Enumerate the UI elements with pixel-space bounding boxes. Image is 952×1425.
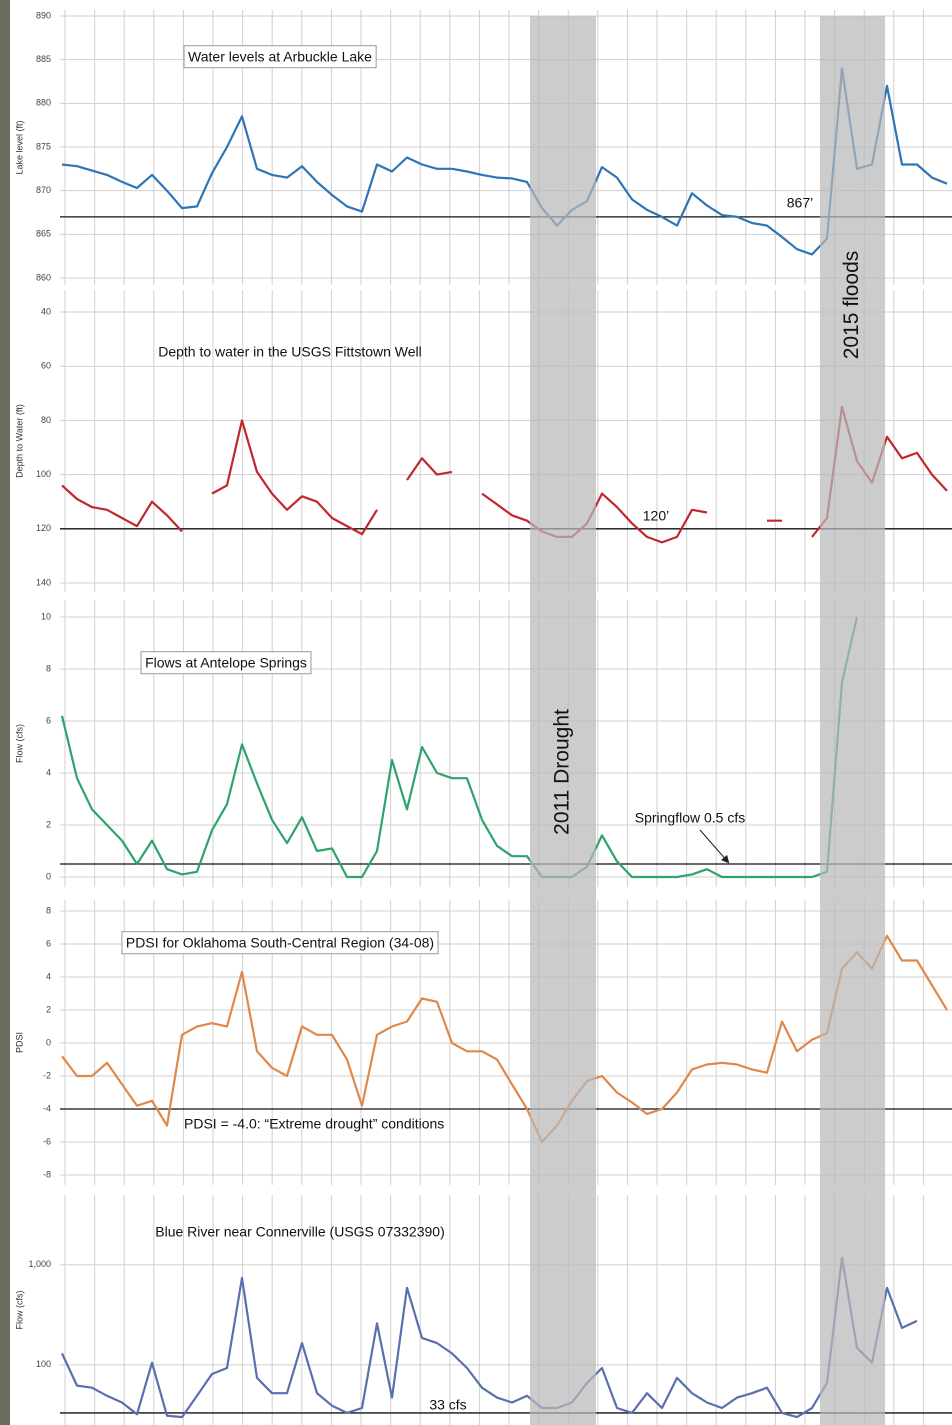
reference-label: PDSI = -4.0: “Extreme drought” condition… xyxy=(184,1116,444,1132)
panel-title: Flows at Antelope Springs xyxy=(145,655,307,671)
reference-label: Springflow 0.5 cfs xyxy=(635,810,746,826)
band-label: 2015 floods xyxy=(840,251,863,360)
y-tick-label: 0 xyxy=(46,871,51,881)
y-tick-label: 870 xyxy=(36,185,51,195)
y-tick-label: 120 xyxy=(36,523,51,533)
y-tick-label: 40 xyxy=(41,306,51,316)
y-tick-label: 860 xyxy=(36,272,51,282)
series-line xyxy=(61,67,948,256)
y-tick-label: 1,000 xyxy=(28,1259,51,1269)
arrow xyxy=(699,829,730,864)
side-strip xyxy=(0,0,10,1425)
title-box xyxy=(183,45,377,69)
y-tick-label: 890 xyxy=(36,10,51,20)
reference-label: 867’ xyxy=(787,195,813,211)
panel-title: Depth to water in the USGS Fittstown Wel… xyxy=(158,344,422,360)
y-tick-label: 100 xyxy=(36,1359,51,1369)
y-tick-label: 60 xyxy=(41,361,51,371)
series-line xyxy=(61,1256,918,1419)
y-tick-label: 4 xyxy=(46,971,51,981)
y-axis-label: Flow (cfs) xyxy=(14,1291,24,1330)
y-tick-label: 10 xyxy=(41,611,51,621)
y-tick-label: -8 xyxy=(43,1169,51,1179)
panel-title: Blue River near Connerville (USGS 073323… xyxy=(155,1224,444,1240)
panel xyxy=(60,600,952,887)
reference-label: 120’ xyxy=(643,508,669,524)
y-tick-label: 80 xyxy=(41,415,51,425)
title-box xyxy=(140,651,312,675)
y-tick-label: 4 xyxy=(46,767,51,777)
y-tick-label: 885 xyxy=(36,54,51,64)
y-axis-label: PDSI xyxy=(14,1032,24,1053)
y-axis-label: Depth to Water (ft) xyxy=(14,404,24,478)
y-tick-label: 2 xyxy=(46,1004,51,1014)
period-band xyxy=(530,16,596,1425)
y-tick-label: 140 xyxy=(36,577,51,587)
series-line xyxy=(60,616,859,879)
y-tick-label: 6 xyxy=(46,938,51,948)
y-tick-label: 6 xyxy=(46,715,51,725)
y-tick-label: 880 xyxy=(36,98,51,108)
series-line xyxy=(61,934,948,1144)
y-tick-label: -6 xyxy=(43,1136,51,1146)
y-axis-label: Flow (cfs) xyxy=(14,724,24,763)
panel-title: Water levels at Arbuckle Lake xyxy=(188,49,372,65)
y-tick-label: 8 xyxy=(46,663,51,673)
band-label: 2011 Drought xyxy=(551,709,574,835)
panel xyxy=(60,290,952,592)
y-tick-label: 865 xyxy=(36,229,51,239)
y-tick-label: -4 xyxy=(43,1103,51,1113)
panel xyxy=(60,1195,952,1425)
title-box xyxy=(121,931,439,955)
y-tick-label: 0 xyxy=(46,1037,51,1047)
y-axis-label: Lake level (ft) xyxy=(14,120,24,174)
reference-label: 33 cfs xyxy=(429,1397,466,1413)
y-tick-label: -2 xyxy=(43,1070,51,1080)
y-tick-label: 100 xyxy=(36,469,51,479)
y-tick-label: 2 xyxy=(46,819,51,829)
y-tick-label: 8 xyxy=(46,905,51,915)
period-band xyxy=(820,16,885,1425)
y-tick-label: 875 xyxy=(36,141,51,151)
panel-title: PDSI for Oklahoma South-Central Region (… xyxy=(126,935,434,951)
